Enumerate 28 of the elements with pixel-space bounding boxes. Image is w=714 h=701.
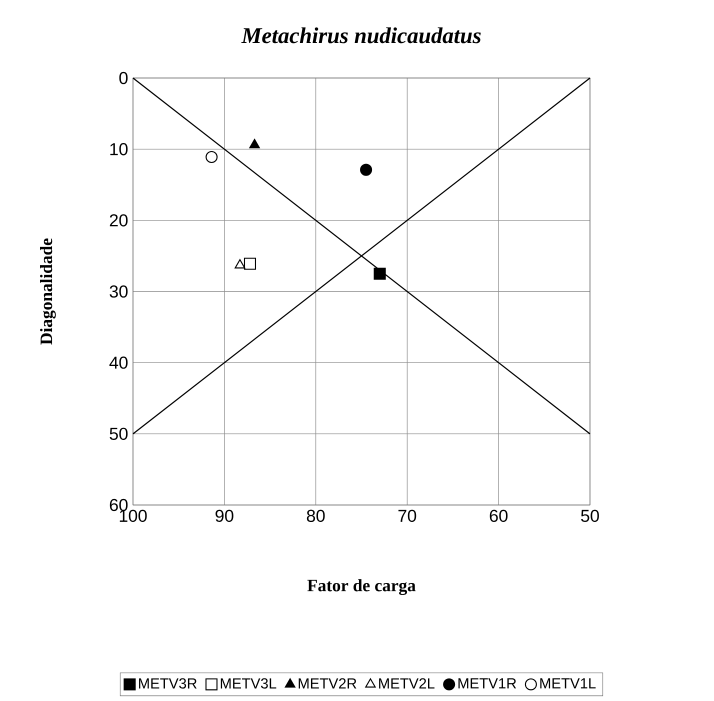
x-tick-label: 90 (216, 510, 234, 522)
x-tick-label: 80 (306, 510, 325, 522)
x-tick-label: 50 (581, 510, 599, 522)
legend-label: METV1R (458, 678, 516, 688)
y-tick-label: 0 (119, 72, 128, 84)
legend-label: METV3R (139, 678, 197, 689)
chart-title: Metachirus nudicaudatus (241, 27, 481, 44)
legend-label: METV3L (220, 678, 276, 689)
x-tick-label: 60 (490, 510, 508, 522)
y-tick-label: 60 (110, 498, 128, 512)
y-axis-title: Diagonalidade (40, 238, 56, 345)
y-tick-label: 10 (110, 143, 128, 156)
legend-label: METV2L (379, 678, 434, 688)
y-tick-label: 20 (110, 214, 128, 226)
legend-label: METV2R (298, 678, 356, 688)
point (374, 268, 386, 280)
legend-label: METV1L (540, 678, 596, 688)
y-tick-label: 40 (109, 356, 128, 369)
point (234, 259, 246, 268)
y-tick-label: 30 (110, 285, 128, 298)
y-tick-label: 50 (110, 428, 128, 440)
point (360, 164, 372, 176)
point (249, 138, 260, 148)
x-tick-label: 100 (120, 510, 147, 522)
point (244, 258, 256, 270)
x-tick-label: 70 (398, 510, 416, 522)
point (206, 150, 218, 164)
x-axis-title: Fator de carga (307, 579, 416, 595)
